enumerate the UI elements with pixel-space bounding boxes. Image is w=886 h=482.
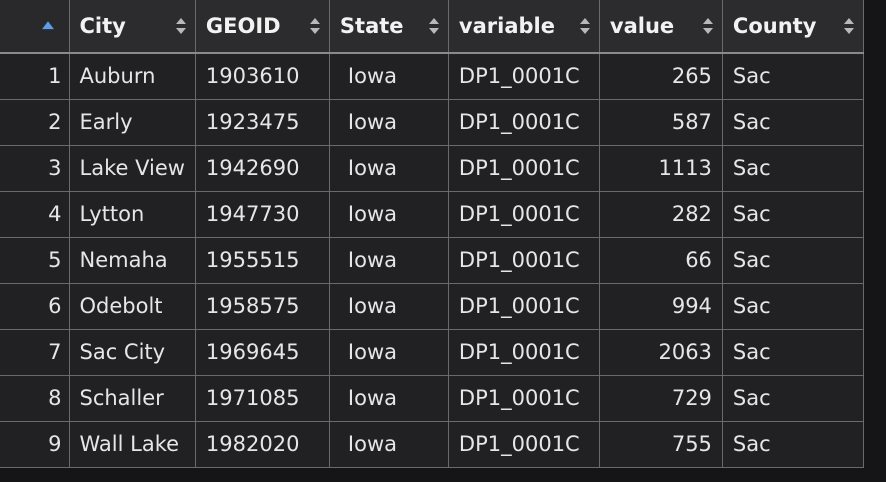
cell-county: Sac (722, 99, 864, 146)
row-index: 2 (0, 99, 70, 146)
cell-value: 282 (599, 191, 723, 238)
table-row: 8 Schaller 1971085 Iowa DP1_0001C 729 Sa… (0, 375, 864, 422)
column-header-geoid[interactable]: GEOID (195, 0, 330, 54)
cell-city: Nemaha (69, 237, 196, 284)
cell-state: Iowa (329, 53, 449, 100)
cell-geoid: 1947730 (195, 191, 330, 238)
cell-variable: DP1_0001C (448, 53, 600, 100)
cell-city: Auburn (69, 53, 196, 100)
table-row: 7 Sac City 1969645 Iowa DP1_0001C 2063 S… (0, 329, 864, 376)
cell-value: 994 (599, 283, 723, 330)
cell-variable: DP1_0001C (448, 283, 600, 330)
cell-city: Schaller (69, 375, 196, 422)
cell-city: Early (69, 99, 196, 146)
column-header-county[interactable]: County (722, 0, 864, 54)
table-row: 6 Odebolt 1958575 Iowa DP1_0001C 994 Sac (0, 283, 864, 330)
data-table: City GEOID State (0, 0, 864, 468)
cell-variable: DP1_0001C (448, 375, 600, 422)
column-header-label: State (339, 14, 404, 38)
sort-both-icon[interactable] (175, 18, 186, 34)
cell-county: Sac (722, 283, 864, 330)
row-index: 8 (0, 375, 70, 422)
column-header-state[interactable]: State (329, 0, 449, 54)
cell-city: Wall Lake (69, 421, 196, 468)
cell-state: Iowa (329, 99, 449, 146)
column-header-value[interactable]: value (599, 0, 723, 54)
row-index: 1 (0, 53, 70, 100)
cell-state: Iowa (329, 283, 449, 330)
sort-both-icon[interactable] (579, 18, 590, 34)
sort-ascending-icon[interactable] (42, 21, 54, 30)
cell-city: Lytton (69, 191, 196, 238)
cell-county: Sac (722, 329, 864, 376)
cell-value: 2063 (599, 329, 723, 376)
cell-state: Iowa (329, 237, 449, 284)
cell-value: 1113 (599, 145, 723, 192)
cell-state: Iowa (329, 191, 449, 238)
row-index: 3 (0, 145, 70, 192)
header-row: City GEOID State (0, 0, 864, 54)
column-header-label: County (732, 14, 817, 38)
cell-geoid: 1942690 (195, 145, 330, 192)
cell-state: Iowa (329, 375, 449, 422)
cell-value: 66 (599, 237, 723, 284)
cell-county: Sac (722, 145, 864, 192)
cell-value: 265 (599, 53, 723, 100)
cell-geoid: 1971085 (195, 375, 330, 422)
table-row: 3 Lake View 1942690 Iowa DP1_0001C 1113 … (0, 145, 864, 192)
cell-variable: DP1_0001C (448, 421, 600, 468)
row-index: 6 (0, 283, 70, 330)
table-row: 2 Early 1923475 Iowa DP1_0001C 587 Sac (0, 99, 864, 146)
cell-geoid: 1982020 (195, 421, 330, 468)
sort-both-icon[interactable] (843, 18, 854, 34)
cell-variable: DP1_0001C (448, 237, 600, 284)
cell-variable: DP1_0001C (448, 329, 600, 376)
cell-geoid: 1955515 (195, 237, 330, 284)
cell-geoid: 1958575 (195, 283, 330, 330)
cell-geoid: 1969645 (195, 329, 330, 376)
cell-geoid: 1923475 (195, 99, 330, 146)
column-header-city[interactable]: City (69, 0, 196, 54)
cell-variable: DP1_0001C (448, 99, 600, 146)
cell-geoid: 1903610 (195, 53, 330, 100)
cell-state: Iowa (329, 145, 449, 192)
cell-value: 755 (599, 421, 723, 468)
cell-city: Sac City (69, 329, 196, 376)
row-index: 4 (0, 191, 70, 238)
cell-variable: DP1_0001C (448, 145, 600, 192)
column-header-label: value (609, 14, 675, 38)
cell-county: Sac (722, 191, 864, 238)
cell-county: Sac (722, 53, 864, 100)
cell-value: 729 (599, 375, 723, 422)
cell-city: Odebolt (69, 283, 196, 330)
cell-value: 587 (599, 99, 723, 146)
table-row: 9 Wall Lake 1982020 Iowa DP1_0001C 755 S… (0, 421, 864, 468)
cell-county: Sac (722, 375, 864, 422)
row-index: 9 (0, 421, 70, 468)
row-index: 5 (0, 237, 70, 284)
row-index: 7 (0, 329, 70, 376)
sort-both-icon[interactable] (702, 18, 713, 34)
sort-both-icon[interactable] (309, 18, 320, 34)
column-header-label: City (79, 14, 126, 38)
cell-county: Sac (722, 237, 864, 284)
cell-variable: DP1_0001C (448, 191, 600, 238)
column-header-variable[interactable]: variable (448, 0, 600, 54)
table-row: 5 Nemaha 1955515 Iowa DP1_0001C 66 Sac (0, 237, 864, 284)
table-row: 4 Lytton 1947730 Iowa DP1_0001C 282 Sac (0, 191, 864, 238)
sort-both-icon[interactable] (428, 18, 439, 34)
cell-city: Lake View (69, 145, 196, 192)
column-header-label: GEOID (205, 14, 281, 38)
table-row: 1 Auburn 1903610 Iowa DP1_0001C 265 Sac (0, 53, 864, 100)
cell-state: Iowa (329, 329, 449, 376)
cell-state: Iowa (329, 421, 449, 468)
column-header-label: variable (458, 14, 555, 38)
cell-county: Sac (722, 421, 864, 468)
column-header-index[interactable] (0, 0, 70, 54)
